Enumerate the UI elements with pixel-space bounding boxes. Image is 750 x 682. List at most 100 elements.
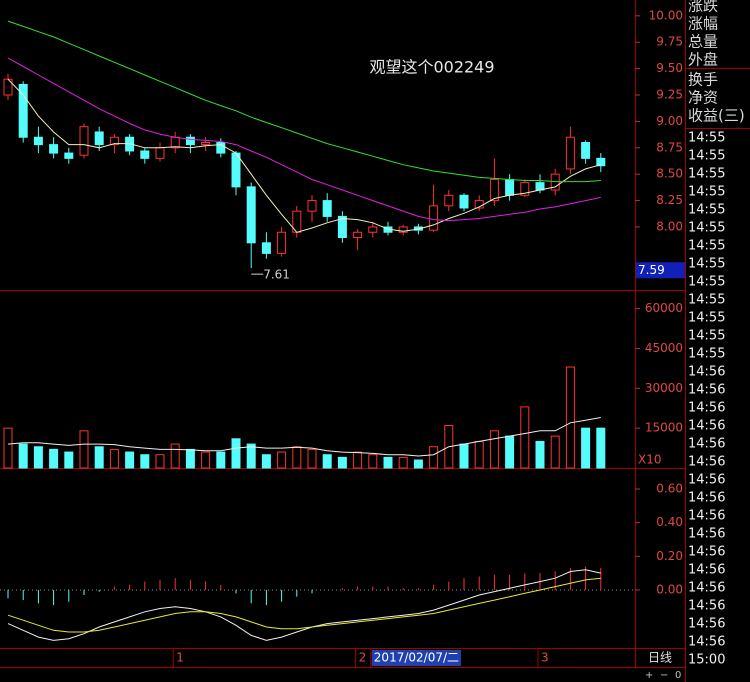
volume-bar xyxy=(261,454,271,469)
y-tick-label: 9.00 xyxy=(656,114,683,128)
candle-body xyxy=(185,136,195,146)
volume-bar xyxy=(18,443,28,469)
info-label: 换手 xyxy=(688,71,718,89)
volume-bar xyxy=(185,448,195,469)
x-tick-label: 2017/02/07/二 xyxy=(374,651,459,665)
y-tick-label: 8.75 xyxy=(656,140,683,154)
zoom-button[interactable]: + xyxy=(645,670,653,681)
time-label: 14:56 xyxy=(688,581,725,596)
time-label: 14:56 xyxy=(688,617,725,632)
candle-body xyxy=(565,136,575,170)
candle-body xyxy=(261,242,271,254)
info-label: 涨跌 xyxy=(688,0,718,15)
candle-body xyxy=(444,194,454,207)
volume-bar xyxy=(277,451,287,469)
candle-body xyxy=(3,78,13,96)
time-label: 14:55 xyxy=(688,167,725,182)
info-label: 涨幅 xyxy=(688,15,718,33)
time-label: 14:55 xyxy=(688,131,725,146)
volume-bar xyxy=(322,454,332,469)
zoom-button[interactable]: 0 xyxy=(675,670,681,681)
volume-bar xyxy=(49,448,59,469)
volume-bar xyxy=(109,448,119,469)
volume-bar xyxy=(459,443,469,469)
candle-body xyxy=(337,215,347,239)
info-label: 外盘 xyxy=(688,51,718,69)
y-tick-label: 0.60 xyxy=(656,482,683,496)
x-tick-label: 3 xyxy=(541,651,549,665)
indicator-line xyxy=(7,569,601,641)
volume-bar xyxy=(489,430,499,469)
time-label: 14:55 xyxy=(688,221,725,236)
time-label: 14:55 xyxy=(688,275,725,290)
candle-body xyxy=(398,226,408,233)
volume-bar xyxy=(596,427,606,469)
y-tick-label: 8.25 xyxy=(656,193,683,207)
zoom-button[interactable]: − xyxy=(660,670,668,681)
close-time: 15:00 xyxy=(688,653,725,668)
time-label: 14:56 xyxy=(688,599,725,614)
volume-bar xyxy=(505,435,515,469)
volume-bar xyxy=(550,435,560,469)
volume-bar xyxy=(246,443,256,469)
indicator-line xyxy=(7,57,601,222)
candle-body xyxy=(550,173,560,191)
time-label: 14:56 xyxy=(688,491,725,506)
candle-body xyxy=(79,126,89,156)
low-annotation: 7.61 xyxy=(263,268,290,282)
volume-bar xyxy=(535,440,545,469)
indicator-line xyxy=(7,417,601,457)
candle-body xyxy=(155,147,165,159)
volume-bar xyxy=(383,456,393,469)
info-label: 净资 xyxy=(688,89,718,107)
y-tick-label: 0.20 xyxy=(656,549,683,563)
candle-body xyxy=(520,182,530,196)
volume-bar xyxy=(413,459,423,469)
y-tick-label: 8.00 xyxy=(656,219,683,233)
y-tick-label: 8.50 xyxy=(656,167,683,181)
candle-body xyxy=(368,226,378,233)
volume-bar xyxy=(565,366,575,469)
volume-bar xyxy=(216,451,226,469)
date-highlight xyxy=(371,650,462,666)
candle-body xyxy=(277,231,287,254)
volume-bar xyxy=(140,454,150,469)
volume-bar xyxy=(353,451,363,469)
volume-bar xyxy=(581,427,591,469)
cursor-price: 7.59 xyxy=(638,263,665,277)
candle-body xyxy=(489,178,499,202)
y-tick-label: 0.00 xyxy=(656,582,683,596)
volume-bar xyxy=(474,440,484,469)
indicator-line xyxy=(7,577,601,633)
candle-body xyxy=(413,226,423,231)
candle-body xyxy=(322,200,332,217)
cursor-box xyxy=(636,262,685,279)
x-tick-label: 1 xyxy=(176,651,184,665)
time-label: 14:56 xyxy=(688,563,725,578)
info-label: 总量 xyxy=(688,33,718,51)
y-tick-label: 30000 xyxy=(645,381,683,395)
indicator-line xyxy=(7,78,601,233)
time-label: 14:56 xyxy=(688,527,725,542)
volume-bar xyxy=(307,448,317,469)
time-label: 14:55 xyxy=(688,239,725,254)
time-label: 14:55 xyxy=(688,257,725,272)
volume-bar xyxy=(155,454,165,469)
candle-body xyxy=(33,136,43,146)
volume-bar xyxy=(79,430,89,469)
time-label: 14:55 xyxy=(688,329,725,344)
volume-bar xyxy=(398,456,408,469)
volume-bar xyxy=(64,451,74,469)
time-label: 14:55 xyxy=(688,347,725,362)
y-tick-label: 9.25 xyxy=(656,88,683,102)
volume-bar xyxy=(94,446,104,469)
candle-body xyxy=(216,142,226,154)
time-label: 14:56 xyxy=(688,545,725,560)
candle-body xyxy=(459,194,469,209)
y-tick-label: 9.50 xyxy=(656,61,683,75)
candle-body xyxy=(307,200,317,212)
candle-body xyxy=(94,131,104,146)
candle-body xyxy=(505,178,515,196)
